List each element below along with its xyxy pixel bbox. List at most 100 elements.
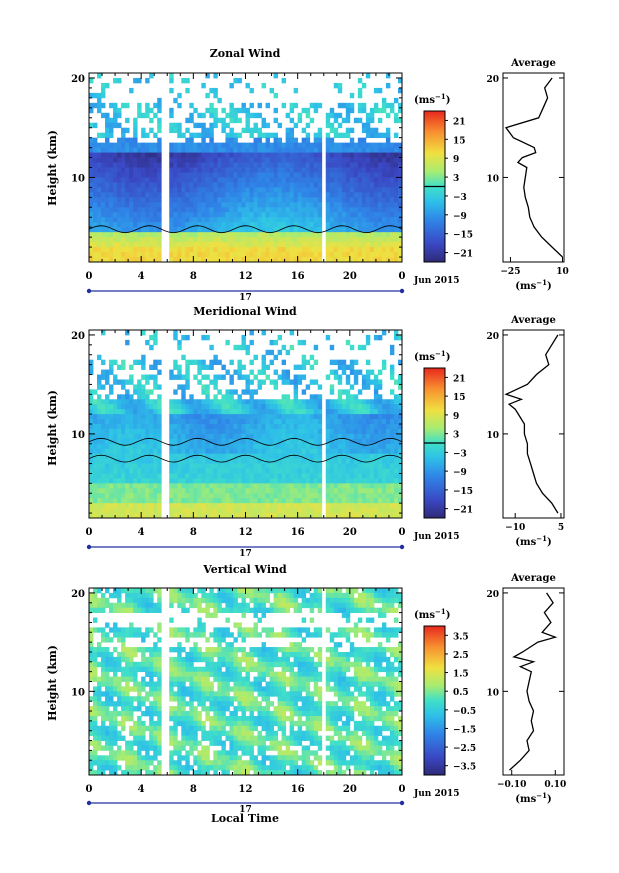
heatmap-cell xyxy=(209,473,214,479)
heatmap-cell xyxy=(357,513,363,519)
heatmap-cell xyxy=(301,483,307,489)
heatmap-cell xyxy=(301,508,307,514)
heatmap-cell xyxy=(241,217,246,223)
heatmap-cell xyxy=(173,197,178,203)
heatmap-cell xyxy=(297,374,303,380)
heatmap-cell xyxy=(113,107,118,114)
heatmap-cell xyxy=(349,202,355,208)
heatmap-cell xyxy=(229,212,234,218)
heatmap-cell xyxy=(345,117,351,124)
heatmap-cell xyxy=(329,597,335,604)
heatmap-cell xyxy=(293,513,299,519)
heatmap-cell xyxy=(373,592,379,599)
heatmap-cell xyxy=(353,374,359,380)
heatmap-cell xyxy=(353,242,359,248)
heatmap-cell xyxy=(153,252,158,258)
heatmap-cell xyxy=(361,217,367,223)
heatmap-cell xyxy=(361,197,367,203)
heatmap-cell xyxy=(105,374,110,380)
heatmap-cell xyxy=(333,212,339,218)
heatmap-cell xyxy=(397,212,403,218)
heatmap-cell xyxy=(137,503,142,509)
heatmap-cell xyxy=(221,162,226,168)
heatmap-cell xyxy=(257,453,262,460)
heatmap-cell xyxy=(393,207,399,213)
y-tick-label: 20 xyxy=(71,331,85,342)
heatmap-cell xyxy=(317,404,323,410)
heatmap-cell xyxy=(101,330,106,336)
heatmap-cell xyxy=(305,167,311,173)
heatmap-cell xyxy=(197,428,202,435)
heatmap-cell xyxy=(305,478,311,484)
heatmap-cell xyxy=(221,122,226,129)
heatmap-cell xyxy=(365,513,371,519)
heatmap-cell xyxy=(245,389,250,395)
heatmap-cell xyxy=(265,404,270,410)
heatmap-cell xyxy=(225,513,230,519)
zonal-title: Zonal Wind xyxy=(210,47,281,60)
heatmap-cell xyxy=(249,232,254,238)
heatmap-cell xyxy=(157,473,162,479)
heatmap-cell xyxy=(201,137,206,144)
heatmap-cell xyxy=(369,463,375,469)
heatmap-cell xyxy=(157,404,162,410)
heatmap-cell xyxy=(249,627,254,633)
heatmap-cell xyxy=(173,122,178,129)
heatmap-cell xyxy=(313,177,319,183)
heatmap-cell xyxy=(393,627,399,633)
heatmap-cell xyxy=(145,409,150,415)
heatmap-cell xyxy=(89,137,94,144)
heatmap-cell xyxy=(265,428,270,435)
heatmap-cell xyxy=(181,132,186,139)
heatmap-cell xyxy=(305,207,311,213)
heatmap-cell xyxy=(125,257,130,263)
heatmap-cell xyxy=(285,627,291,633)
heatmap-cell xyxy=(373,217,379,223)
heatmap-cell xyxy=(253,187,258,193)
heatmap-cell xyxy=(249,597,254,604)
profile-frame xyxy=(502,329,565,519)
heatmap-cell xyxy=(261,252,266,258)
heatmap-cell xyxy=(277,232,283,238)
heatmap-cell xyxy=(129,157,134,163)
heatmap-cell xyxy=(297,463,303,469)
heatmap-cell xyxy=(337,409,343,415)
heatmap-cell xyxy=(261,483,266,489)
heatmap-cell xyxy=(137,107,142,114)
heatmap-cell xyxy=(193,428,198,435)
heatmap-cell xyxy=(289,237,295,243)
heatmap-cell xyxy=(97,424,102,430)
heatmap-cell xyxy=(173,177,178,183)
heatmap-cell xyxy=(305,513,311,519)
heatmap-cell xyxy=(177,493,182,499)
heatmap-cell xyxy=(153,379,158,385)
heatmap-cell xyxy=(245,197,250,203)
heatmap-cell xyxy=(177,207,182,213)
heatmap-cell xyxy=(253,202,258,208)
heatmap-cell xyxy=(257,247,262,253)
heatmap-cell xyxy=(133,257,138,263)
heatmap-cell xyxy=(345,102,351,109)
heatmap-cell xyxy=(189,167,194,173)
heatmap-cell xyxy=(225,498,230,504)
heatmap-cell xyxy=(189,232,194,238)
heatmap-cell xyxy=(241,404,246,410)
heatmap-cell xyxy=(361,82,367,89)
heatmap-cell xyxy=(385,162,391,168)
heatmap-cell xyxy=(181,627,186,633)
heatmap-cell xyxy=(241,157,246,163)
heatmap-cell xyxy=(341,478,347,484)
heatmap-cell xyxy=(313,172,319,178)
heatmap-cell xyxy=(241,232,246,238)
heatmap-cell xyxy=(149,473,154,479)
heatmap-cell xyxy=(89,102,94,109)
heatmap-cell xyxy=(337,394,343,400)
heatmap-cell xyxy=(333,152,339,158)
heatmap-cell xyxy=(257,513,262,519)
heatmap-cell xyxy=(297,217,303,223)
heatmap-cell xyxy=(281,157,287,163)
heatmap-cell xyxy=(141,217,146,223)
heatmap-cell xyxy=(125,419,130,425)
heatmap-cell xyxy=(325,607,331,613)
heatmap-cell xyxy=(253,409,258,415)
